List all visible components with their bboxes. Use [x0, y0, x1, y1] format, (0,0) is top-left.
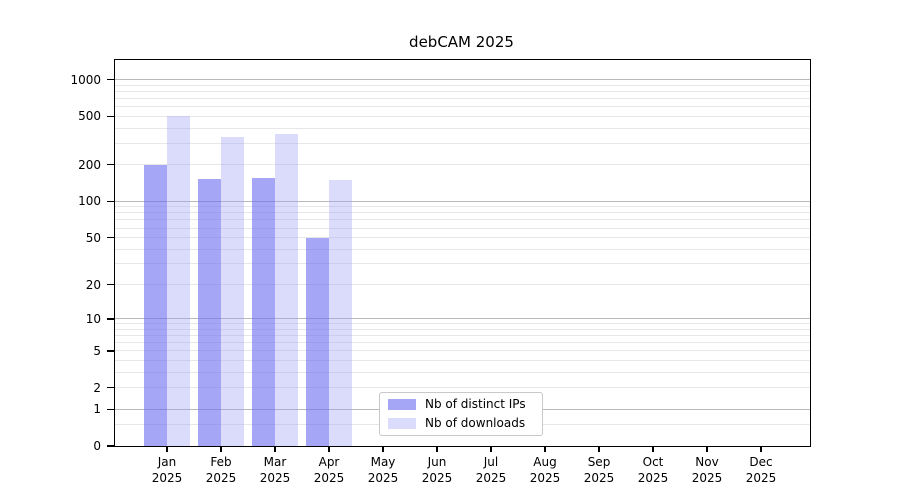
bar-mar-distinct-ips [252, 177, 275, 446]
legend: Nb of distinct IPs Nb of downloads [379, 392, 543, 436]
y-tick-mark [106, 445, 114, 447]
y-tick-label: 1 [93, 402, 101, 417]
x-tick-label-apr: Apr 2025 [313, 455, 345, 485]
y-tick-label: 10 [85, 311, 101, 326]
y-tick-label: 100 [78, 194, 101, 209]
x-tick-label-may: May 2025 [367, 455, 399, 485]
x-tick-mark [274, 446, 276, 452]
major-gridline [115, 79, 810, 81]
y-tick-mark [106, 115, 114, 118]
plot-area: 0 1 2 5 10 20 50 100 200 500 1000 Jan 2025 Feb 2025 M… [70, 59, 811, 485]
x-tick-label-aug: Aug 2025 [529, 455, 561, 485]
minor-gridline [115, 328, 810, 330]
minor-gridline [115, 371, 810, 373]
chart-title: debCAM 2025 [409, 33, 514, 51]
y-tick-label: 200 [78, 157, 101, 172]
x-tick-mark [544, 446, 546, 452]
y-tick-label: 20 [85, 277, 101, 292]
major-gridline [115, 318, 810, 320]
y-tick-label: 5 [93, 343, 101, 358]
x-tick-label-jul: Jul 2025 [475, 455, 507, 485]
bar-mar-downloads [275, 133, 298, 446]
minor-gridline [115, 115, 810, 117]
x-tick-label-sep: Sep 2025 [583, 455, 615, 485]
y-tick-mark [106, 350, 114, 352]
minor-gridline [115, 142, 810, 144]
bar-jan-downloads [167, 115, 190, 446]
x-tick-label-feb: Feb 2025 [205, 455, 237, 485]
legend-item-distinct-ips: Nb of distinct IPs [384, 397, 538, 412]
minor-gridline [115, 284, 810, 286]
y-tick-mark [106, 318, 114, 320]
x-tick-mark [598, 446, 600, 452]
y-tick-label: 0 [93, 439, 101, 453]
minor-gridline [115, 227, 810, 229]
minor-gridline [115, 164, 810, 166]
x-tick-label-nov: Nov 2025 [691, 455, 723, 485]
minor-gridline [115, 263, 810, 265]
y-tick-mark [106, 164, 114, 166]
y-tick-mark [106, 200, 114, 202]
x-tick-mark [490, 446, 492, 452]
minor-gridline [115, 219, 810, 221]
legend-label-downloads: Nb of downloads [425, 416, 526, 430]
x-tick-mark [166, 446, 168, 452]
y-tick-label: 500 [78, 109, 101, 124]
minor-gridline [115, 360, 810, 362]
x-tick-label-jun: Jun 2025 [421, 455, 453, 485]
legend-swatch-distinct-ips [388, 399, 416, 410]
minor-gridline [115, 335, 810, 337]
bar-apr-distinct-ips [306, 237, 329, 446]
y-tick-mark [106, 283, 114, 286]
x-tick-mark [328, 446, 330, 452]
bar-apr-downloads [329, 179, 352, 446]
bar-feb-downloads [221, 136, 244, 446]
minor-gridline [115, 248, 810, 250]
x-tick-mark [220, 446, 222, 452]
minor-gridline [115, 206, 810, 208]
bar-jan-distinct-ips [144, 164, 167, 446]
minor-gridline [115, 106, 810, 108]
minor-gridline [115, 127, 810, 129]
minor-gridline [115, 342, 810, 344]
y-tick-mark [106, 387, 114, 389]
minor-gridline [115, 237, 810, 238]
y-tick-mark [106, 78, 114, 81]
x-tick-mark [706, 446, 708, 452]
x-tick-label-jan: Jan 2025 [151, 455, 183, 485]
minor-gridline [115, 98, 810, 100]
legend-swatch-downloads [388, 418, 416, 429]
minor-gridline [115, 350, 810, 352]
bar-feb-distinct-ips [198, 179, 221, 446]
minor-gridline [115, 323, 810, 325]
x-tick-mark [436, 446, 438, 452]
x-tick-mark [760, 446, 762, 452]
minor-gridline [115, 212, 810, 214]
y-tick-mark [106, 408, 114, 410]
y-tick-label: 1000 [70, 72, 101, 87]
x-tick-mark [652, 446, 654, 452]
x-tick-label-mar: Mar 2025 [259, 455, 291, 485]
x-tick-mark [382, 446, 384, 452]
y-tick-mark [106, 236, 114, 239]
x-tick-label-oct: Oct 2025 [637, 455, 669, 485]
y-tick-label: 2 [93, 380, 101, 395]
legend-item-downloads: Nb of downloads [384, 416, 538, 431]
minor-gridline [115, 387, 810, 389]
x-tick-label-dec: Dec 2025 [745, 455, 777, 485]
minor-gridline [115, 84, 810, 86]
y-tick-label: 50 [85, 230, 101, 245]
minor-gridline [115, 90, 810, 92]
major-gridline [115, 200, 810, 202]
legend-label-distinct-ips: Nb of distinct IPs [425, 397, 526, 411]
